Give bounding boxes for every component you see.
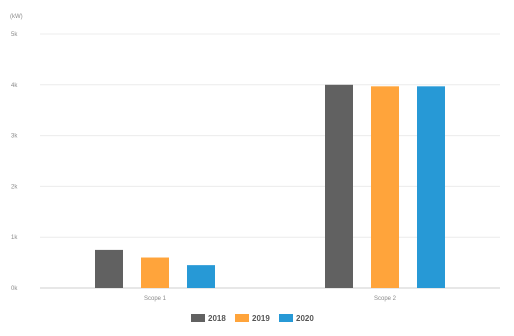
bar-2020-2: [417, 86, 445, 288]
bar-2018-2: [325, 84, 353, 288]
legend-label-2020: 2020: [296, 314, 314, 323]
x-tick-label: Scope 1: [144, 296, 167, 302]
legend-swatch-2019: [235, 314, 249, 322]
bar-2019-1: [141, 257, 169, 288]
bar-2020-1: [187, 265, 215, 288]
bar-2018-1: [95, 249, 123, 288]
y-tick-label: 2k: [11, 184, 18, 190]
x-tick-label: Scope 2: [374, 296, 397, 302]
bar-2019-2: [371, 86, 399, 288]
y-tick-label: 1k: [11, 235, 18, 241]
legend-swatch-2020: [279, 314, 293, 322]
legend-label-2018: 2018: [208, 314, 226, 323]
y-tick-label: 4k: [11, 83, 18, 89]
y-tick-label: 0k: [11, 286, 18, 292]
legend-swatch-2018: [191, 314, 205, 322]
y-tick-label: 3k: [11, 134, 18, 140]
legend-label-2019: 2019: [252, 314, 270, 323]
y-tick-label: 5k: [11, 32, 18, 38]
y-unit-label: (kW): [10, 14, 23, 20]
